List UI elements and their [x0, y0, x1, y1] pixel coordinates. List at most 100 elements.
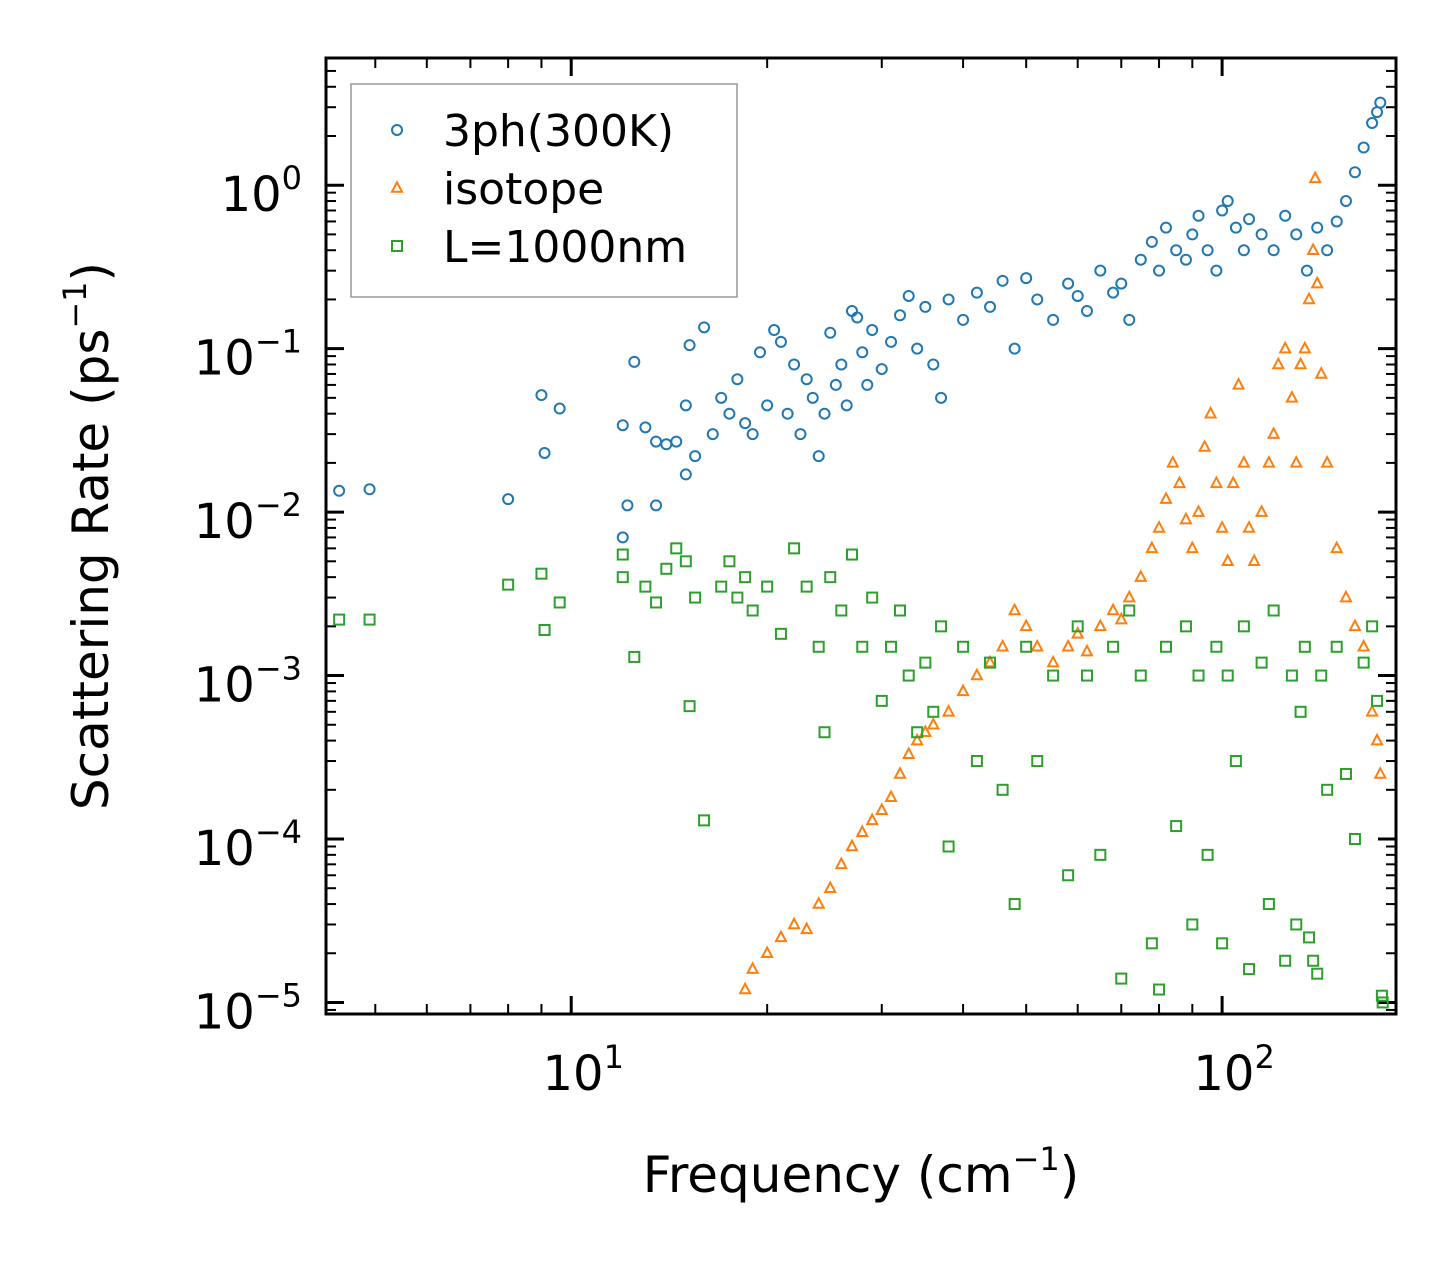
data-point: [1031, 293, 1044, 306]
data-point: [1046, 654, 1060, 668]
data-point: [1134, 253, 1147, 266]
data-point: [942, 293, 955, 306]
data-point: [1152, 520, 1166, 533]
data-point: [875, 694, 888, 707]
data-point: [800, 580, 813, 593]
data-point: [639, 580, 652, 593]
data-point: [1374, 96, 1387, 109]
data-point: [616, 548, 629, 561]
x-major-ticks: [569, 58, 1224, 1014]
data-point: [1123, 604, 1136, 617]
data-point: [995, 638, 1010, 652]
data-point: [553, 402, 566, 415]
data-point: [1197, 439, 1212, 452]
data-point: [746, 604, 759, 617]
x-minor-ticks: [374, 58, 1194, 1014]
data-point: [768, 324, 781, 337]
data-point: [753, 346, 766, 359]
data-point: [1243, 963, 1256, 976]
data-point: [553, 596, 566, 609]
data-point: [1298, 640, 1311, 653]
data-point: [1370, 732, 1384, 746]
data-point: [538, 623, 551, 636]
data-point: [1307, 954, 1320, 967]
data-point: [1285, 669, 1298, 682]
data-point: [884, 789, 898, 803]
data-point: [851, 311, 864, 324]
data-point: [1290, 918, 1303, 931]
data-point: [856, 346, 869, 359]
data-point: [1311, 221, 1324, 234]
data-point: [1107, 286, 1120, 299]
data-point: [739, 417, 752, 430]
data-point: [823, 880, 837, 893]
y-tick-label: 10−4: [194, 813, 302, 877]
data-point: [774, 335, 787, 348]
data-point: [800, 921, 814, 935]
data-point: [1221, 669, 1234, 682]
data-point: [1294, 705, 1307, 718]
data-point: [731, 591, 744, 604]
data-point: [845, 548, 858, 561]
data-point: [1221, 553, 1235, 567]
data-point: [794, 428, 807, 441]
data-point: [616, 419, 629, 432]
data-point: [1262, 898, 1275, 911]
data-point: [1302, 291, 1316, 305]
data-point: [984, 656, 997, 669]
data-point: [628, 650, 641, 663]
data-point: [824, 571, 837, 584]
data-point: [970, 755, 983, 768]
data-point: [806, 391, 819, 404]
data-point: [1279, 954, 1292, 967]
data-point: [902, 669, 915, 682]
data-point: [535, 567, 548, 580]
data-point: [996, 274, 1009, 287]
data-point: [1209, 475, 1224, 489]
data-point: [1314, 366, 1328, 379]
data-point: [1134, 569, 1148, 582]
data-point: [902, 746, 916, 760]
data-point: [1278, 340, 1292, 354]
data-point: [1267, 604, 1280, 617]
data-point: [689, 450, 702, 463]
data-point: [1266, 426, 1281, 439]
data-point: [1007, 602, 1022, 616]
data-point: [1192, 209, 1205, 222]
data-point: [1071, 289, 1084, 302]
data-point: [840, 399, 853, 412]
data-point: [996, 783, 1009, 796]
data-point: [1271, 356, 1285, 370]
data-point: [818, 726, 831, 739]
data-point: [1285, 389, 1299, 403]
data-point: [1348, 833, 1361, 846]
legend-label-isotope: isotope: [443, 164, 604, 215]
data-point: [1289, 454, 1303, 468]
data-point: [866, 591, 879, 604]
data-point: [1179, 511, 1193, 525]
data-point: [1229, 221, 1242, 234]
data-point: [866, 324, 879, 337]
legend-markers: [390, 124, 404, 252]
y-tick-label: 100: [221, 159, 302, 223]
series-isotope: [738, 170, 1387, 995]
data-point: [1237, 244, 1250, 257]
data-point: [1366, 620, 1379, 633]
data-point: [698, 321, 711, 334]
data-point: [650, 499, 663, 512]
data-point: [1216, 937, 1229, 950]
data-point: [788, 542, 801, 555]
x-axis-label: Frequency (cm−1): [643, 1140, 1080, 1204]
data-point: [1047, 313, 1060, 326]
data-point: [1160, 640, 1173, 653]
data-point: [1166, 454, 1180, 468]
legend-marker: [391, 124, 403, 136]
data-point: [1153, 264, 1166, 277]
data-point: [1339, 767, 1352, 780]
data-point: [894, 604, 907, 617]
data-point: [1255, 228, 1268, 241]
data-point: [1179, 620, 1192, 633]
data-point: [1008, 898, 1021, 911]
data-point: [1191, 504, 1206, 517]
y-tick-label: 10−3: [194, 650, 302, 714]
